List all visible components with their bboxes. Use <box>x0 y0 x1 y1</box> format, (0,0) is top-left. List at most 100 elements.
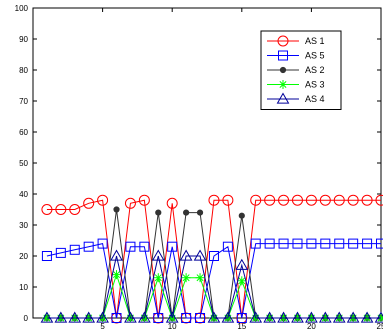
data-point <box>165 311 179 323</box>
x-tick-label: 10 <box>168 322 177 331</box>
data-point <box>111 313 122 323</box>
data-point <box>278 238 289 249</box>
legend-marker <box>278 50 288 61</box>
data-point <box>41 204 53 215</box>
legend-marker <box>279 66 287 74</box>
legend-label: AS 3 <box>305 80 325 90</box>
data-point <box>318 311 332 323</box>
legend-entry: AS 5 <box>267 50 325 61</box>
data-point <box>155 209 162 216</box>
data-point <box>250 238 261 249</box>
data-point <box>278 194 290 206</box>
y-tick-label: 70 <box>19 97 28 106</box>
data-point <box>179 249 193 261</box>
data-point <box>97 194 109 206</box>
data-point <box>305 311 318 323</box>
data-point <box>332 311 346 323</box>
data-point <box>125 241 136 252</box>
data-point <box>82 311 96 323</box>
legend-entry: AS 1 <box>267 35 325 47</box>
series-group <box>40 194 383 324</box>
data-point <box>333 194 345 206</box>
y-tick-label: 0 <box>24 314 29 323</box>
data-point <box>124 197 136 209</box>
series-as-5 <box>41 238 383 323</box>
data-point <box>124 311 137 323</box>
legend: AS 1 AS 5 AS 2 AS 3 AS 4 <box>260 30 342 110</box>
data-point <box>181 313 192 323</box>
data-point <box>195 273 205 283</box>
y-tick-label: 60 <box>19 128 28 137</box>
data-point <box>195 313 206 323</box>
data-point <box>110 249 123 261</box>
legend-entry: AS 4 <box>267 92 325 104</box>
data-point <box>208 194 220 206</box>
y-tick-label: 90 <box>19 35 28 44</box>
data-point <box>238 212 245 219</box>
x-tick-label: 15 <box>237 322 246 331</box>
data-point <box>153 273 163 283</box>
series-line <box>46 242 381 319</box>
data-point <box>222 194 234 206</box>
data-point <box>292 238 303 249</box>
data-point <box>68 311 82 323</box>
y-tick-label: 50 <box>19 159 28 168</box>
data-point <box>137 311 151 323</box>
data-point <box>83 241 94 252</box>
data-point <box>207 311 221 323</box>
legend-label: AS 5 <box>305 51 325 61</box>
legend-marker <box>277 35 289 47</box>
data-point <box>96 311 109 323</box>
data-point <box>237 276 247 286</box>
data-point <box>139 241 150 252</box>
data-point <box>250 194 262 206</box>
legend-label: AS 1 <box>305 36 325 46</box>
series-as-2 <box>43 206 383 322</box>
data-point <box>221 311 235 323</box>
series-line <box>46 199 381 319</box>
legend-entry: AS 3 <box>267 80 325 90</box>
y-tick-label: 80 <box>19 66 28 75</box>
y-tick-label: 30 <box>19 221 28 230</box>
data-point <box>113 206 120 213</box>
data-point <box>348 238 359 249</box>
y-tick-label: 10 <box>19 283 28 292</box>
legend-entry: AS 2 <box>267 65 325 75</box>
data-point <box>347 194 359 206</box>
series-as-4 <box>40 249 383 323</box>
series-line <box>46 209 381 319</box>
data-point <box>208 251 219 261</box>
y-tick-label: 40 <box>19 190 28 199</box>
data-point <box>361 194 373 206</box>
data-point <box>346 311 360 323</box>
data-point <box>264 194 276 206</box>
data-point <box>375 194 383 206</box>
x-tick-label: 25 <box>377 322 383 331</box>
x-tick-label: 5 <box>100 322 105 331</box>
data-point <box>55 204 67 215</box>
data-point <box>167 241 178 252</box>
data-point <box>277 311 290 323</box>
legend-marker <box>278 80 288 89</box>
data-point <box>69 204 81 215</box>
series-line <box>46 255 381 319</box>
data-point <box>291 311 304 323</box>
x-tick-label: 20 <box>307 322 316 331</box>
y-tick-label: 100 <box>15 4 29 13</box>
data-point <box>236 313 247 323</box>
data-point <box>376 238 383 249</box>
data-point <box>235 258 249 270</box>
legend-label: AS 2 <box>305 65 325 75</box>
data-point <box>41 251 52 261</box>
data-point <box>40 311 54 323</box>
data-point <box>112 270 122 280</box>
data-point <box>291 194 303 206</box>
data-point <box>306 238 317 249</box>
data-point <box>263 311 277 323</box>
axes: 0 10 20 30 40 50 60 70 80 90 100 5 10 15 20 25 <box>15 4 383 331</box>
data-point <box>196 209 204 216</box>
data-point <box>305 194 317 206</box>
data-point <box>360 311 374 323</box>
data-point <box>55 247 66 258</box>
y-tick-label: 20 <box>19 252 28 261</box>
